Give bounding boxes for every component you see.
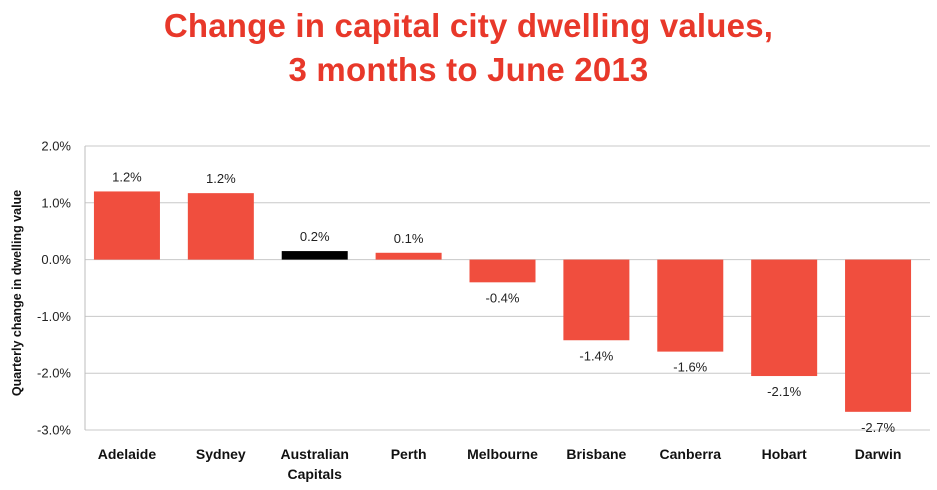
bar-hobart (751, 259, 818, 377)
data-label: -2.1% (767, 384, 801, 399)
category-label: Melbourne (467, 446, 538, 462)
bar-brisbane (563, 259, 630, 341)
data-label: -1.6% (673, 360, 707, 375)
category-label: Adelaide (98, 446, 157, 462)
y-tick-label: 1.0% (41, 195, 71, 210)
bars (93, 191, 912, 412)
chart-title-line-1: Change in capital city dwelling values, (163, 7, 774, 44)
bar-melbourne (469, 259, 536, 283)
data-label: 1.2% (112, 169, 142, 184)
bar-darwin (845, 259, 912, 412)
bar-australian-capitals (281, 251, 348, 260)
category-label: Canberra (660, 446, 722, 462)
category-label: Sydney (196, 446, 246, 462)
data-label: 0.1% (394, 231, 424, 246)
y-tick-label: 2.0% (41, 139, 71, 154)
category-label: Darwin (855, 446, 902, 462)
bar-adelaide (93, 191, 160, 260)
category-label: Brisbane (566, 446, 626, 462)
y-axis-ticks: 2.0% 1.0% 0.0% -1.0% -2.0% -3.0% (37, 139, 71, 438)
y-tick-label: -3.0% (37, 423, 71, 438)
category-label: Perth (391, 446, 427, 462)
y-tick-label: 0.0% (41, 252, 71, 267)
chart-title-line-2: 3 months to June 2013 (288, 51, 649, 88)
data-label: -2.7% (861, 420, 895, 435)
data-labels: 1.2% 1.2% 0.2% 0.1% -0.4% -1.4% -1.6% -2.1% -2.7… (112, 169, 895, 434)
bar-sydney (187, 193, 254, 260)
y-tick-label: -2.0% (37, 366, 71, 381)
y-axis-label: Quarterly change in dwelling value (10, 190, 24, 396)
bar-canberra (657, 259, 724, 352)
data-label: 0.2% (300, 229, 330, 244)
category-label: Australian Capitals (280, 446, 348, 482)
chart-title: Change in capital city dwelling values, … (0, 4, 937, 92)
category-label: Hobart (762, 446, 807, 462)
category-labels: Adelaide Sydney Australian Capitals Perth Mel… (98, 446, 902, 482)
data-label: -1.4% (579, 348, 613, 363)
y-tick-label: -1.0% (37, 309, 71, 324)
bar-perth (375, 252, 442, 260)
data-label: -0.4% (486, 290, 520, 305)
data-label: 1.2% (206, 171, 236, 186)
